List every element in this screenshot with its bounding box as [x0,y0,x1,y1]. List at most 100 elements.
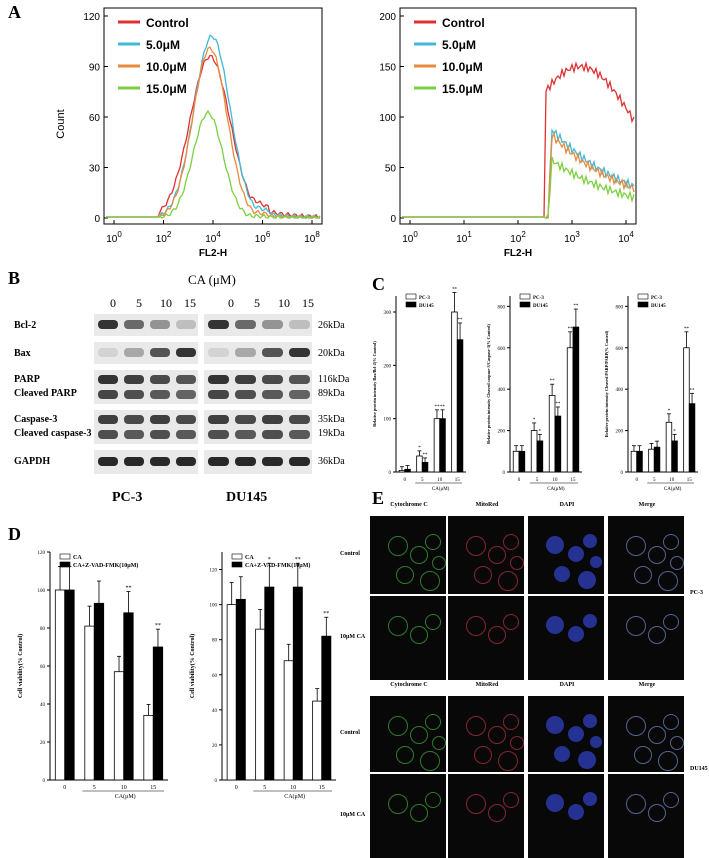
y-tick-label: 400 [616,388,624,393]
legend-label: CA+Z-VAD-FMK(10μM) [245,562,310,569]
bar [630,450,638,473]
bar [554,415,562,473]
x-tick-label: 15 [150,785,156,791]
y-tick-label: 100 [38,589,46,594]
molecular-weight-label: 89kDa [318,388,345,399]
significance-mark: * [418,446,421,451]
legend-label: Control [146,16,189,30]
blot-strip [94,342,198,364]
y-tick-label: 0 [215,779,218,784]
y-tick-label: 300 [384,311,392,316]
channel-header: Cytochrome C [390,502,428,508]
bar [433,418,441,473]
x-axis-label: CA(μM) [432,487,450,492]
legend-swatch [519,301,531,308]
bar [416,455,423,473]
channel-header: DAPI [559,682,575,688]
legend-label: 10.0μM [146,60,187,74]
legend-label: DU145 [533,304,548,309]
y-tick-label: 150 [379,63,396,74]
y-tick-label: 800 [616,305,624,310]
panel-a-label: A [8,2,21,22]
microscopy-image [608,596,684,680]
condition-label: Control [340,730,360,736]
x-tick-label: 108 [304,230,320,245]
y-tick-label: 40 [212,709,218,714]
x-tick-label: 100 [402,230,418,245]
x-tick-label: 10 [121,785,127,791]
bar [653,446,661,473]
microscopy-image [528,516,604,594]
bar [536,440,544,473]
microscopy-image [370,774,446,858]
x-tick-label: 5 [421,478,424,483]
bar [439,418,446,473]
x-axis-label: CA(μM) [115,793,136,800]
significance-mark: * [668,409,671,414]
channel-header: Merge [638,682,656,688]
x-tick-label: 103 [564,230,580,245]
bar [84,625,95,781]
bar [572,326,580,473]
microscopy-image [370,596,446,680]
bar [54,589,66,781]
legend-swatch [519,293,531,300]
x-tick-label: 104 [618,230,634,245]
microscopy-panel: Cytochrome C MitoRed DAPI Merge Control 10μM … [340,500,709,858]
x-tick-label: 15 [455,478,461,483]
y-tick-label: 100 [210,604,218,609]
histogram-4 [106,109,321,219]
microscopy-image [370,516,446,594]
x-tick-label: 106 [255,230,271,245]
blot-row-label: Caspase-3 [14,414,58,425]
cell-line-label: DU145 [690,766,708,772]
x-tick-label: 15 [687,478,693,483]
lane-number: 10 [278,296,290,310]
bar [404,468,411,473]
microscopy-image [370,696,446,772]
bar [321,635,332,781]
bar [518,450,526,473]
bar-chart-2: 02004006008000**5****10****15CA(μM)Relat… [486,293,582,492]
y-axis-label: Relative protein intensity Bax/Bcl-2(% C… [372,341,377,427]
legend-label: 5.0μM [146,38,180,52]
bar [451,311,458,473]
legend-label: Control [442,16,485,30]
molecular-weight-label: 36kDa [318,456,345,467]
significance-mark: ** [323,611,329,617]
western-blot-panel: CA (μM) 0 5 10 15 0 5 10 15 Bcl-2 26kDa Bax 20kDa P… [0,270,370,510]
blot-strip [204,370,312,404]
significance-mark: * [533,418,536,423]
bar [683,347,690,473]
legend-label: DU145 [419,304,434,309]
microscopy-image [608,774,684,858]
y-tick-label: 80 [212,639,218,644]
significance-mark: ** [555,402,561,407]
legend-swatch [59,561,71,568]
microscopy-image [608,516,684,594]
significance-mark: ** [155,623,161,629]
x-tick-label: 102 [156,230,172,245]
blot-strip [204,450,312,474]
bar [398,469,406,473]
significance-mark: ** [423,453,429,458]
microscopy-image [448,774,524,858]
x-tick-label: 0 [235,785,238,791]
cell-line-pc3: PC-3 [112,490,143,505]
x-axis-label: CA(μM) [284,793,305,800]
legend-swatch [59,553,71,560]
condition-label: 10μM CA [340,812,366,818]
bar [264,586,275,781]
bar [152,646,164,781]
cell-line-du145: DU145 [226,490,268,505]
y-tick-label: 0 [390,214,396,225]
bar [64,589,75,781]
legend-label: PC-3 [533,296,544,301]
y-tick-label: 800 [498,305,506,310]
y-tick-label: 200 [379,12,396,23]
legend-swatch [637,301,649,308]
y-tick-label: 0 [94,214,100,225]
